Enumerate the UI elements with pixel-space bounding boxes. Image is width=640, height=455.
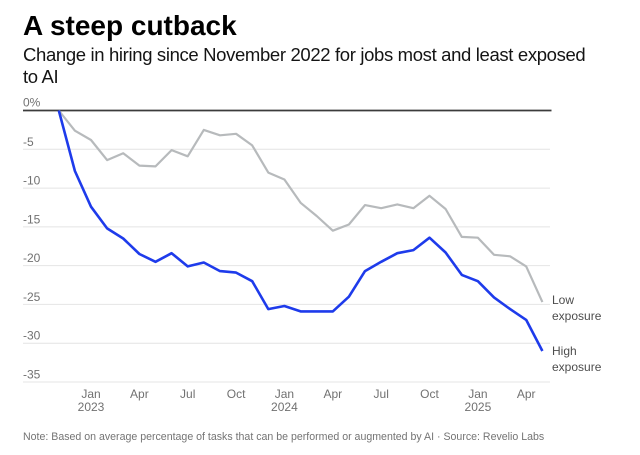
svg-text:2024: 2024 [271, 400, 298, 414]
svg-text:2023: 2023 [78, 400, 105, 414]
svg-text:Jan: Jan [275, 387, 294, 401]
svg-text:-10: -10 [23, 174, 41, 188]
svg-text:Apr: Apr [517, 387, 536, 401]
svg-text:Apr: Apr [323, 387, 342, 401]
svg-text:Jan: Jan [81, 387, 100, 401]
svg-text:-25: -25 [23, 290, 41, 304]
svg-text:Jan: Jan [468, 387, 487, 401]
svg-text:-30: -30 [23, 329, 41, 343]
svg-text:2025: 2025 [465, 400, 492, 414]
svg-text:0%: 0% [23, 96, 41, 110]
svg-text:Oct: Oct [420, 387, 439, 401]
svg-text:-35: -35 [23, 368, 41, 382]
svg-text:-15: -15 [23, 212, 41, 226]
svg-text:Apr: Apr [130, 387, 149, 401]
svg-text:Jul: Jul [180, 387, 195, 401]
svg-text:-5: -5 [23, 135, 34, 149]
svg-text:-20: -20 [23, 251, 41, 265]
svg-text:Oct: Oct [227, 387, 246, 401]
svg-text:Jul: Jul [374, 387, 389, 401]
